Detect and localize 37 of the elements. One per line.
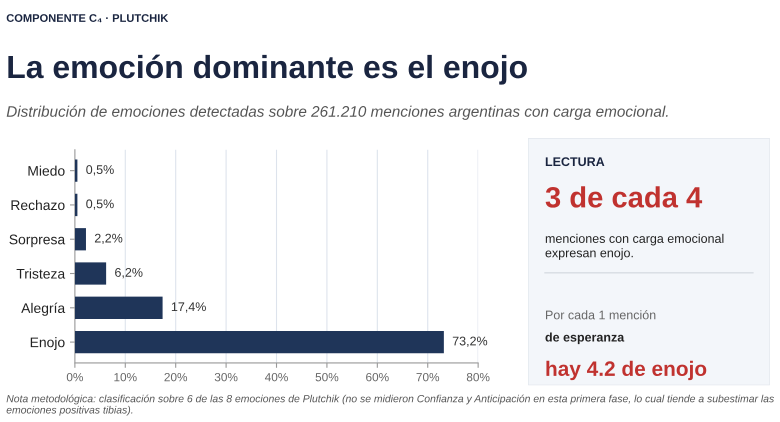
text: LECTURA xyxy=(546,157,604,166)
bar xyxy=(74,262,106,285)
text: 3 de cada 4 xyxy=(546,186,702,208)
bar xyxy=(74,159,78,182)
text: Por cada 1 mención xyxy=(546,310,656,320)
x-tick-label: 70% xyxy=(416,372,440,382)
data-label: 17,4% xyxy=(172,302,206,313)
chart-title: La emoción dominante es el enojo xyxy=(8,54,527,85)
y-tick-label: Alegría xyxy=(21,302,66,316)
data-label: 2,2% xyxy=(94,234,122,244)
chart-subtitle: Distribución de emociones detectadas sobre 261.210 menciones argentinas con carga emocional. xyxy=(6,105,668,120)
text: COMPONENTE C₄ · PLUTCHIK xyxy=(6,14,168,22)
bar xyxy=(74,228,86,250)
x-tick-label: 60% xyxy=(366,372,389,382)
y-tick-label: Rechazo xyxy=(11,200,65,210)
y-tick-label: Enojo xyxy=(30,337,65,350)
data-label: 0,5% xyxy=(86,199,114,210)
y-tick-label: Sorpresa xyxy=(9,234,66,248)
data-label: 0,5% xyxy=(86,165,114,176)
x-tick-label: 0% xyxy=(66,372,83,382)
data-label: 6,2% xyxy=(115,268,143,278)
text: menciones con carga emocional expresan enojo. xyxy=(546,234,724,260)
data-label: 73,2% xyxy=(452,336,488,347)
x-tick-label: 80% xyxy=(466,372,490,382)
x-tick-label: 10% xyxy=(114,372,137,382)
text: de esperanza xyxy=(546,332,624,344)
x-tick-label: 40% xyxy=(264,372,288,382)
x-tick-label: 20% xyxy=(164,372,188,382)
text: hay 4.2 de enojo xyxy=(546,360,706,380)
bar xyxy=(74,330,444,354)
x-tick-label: 50% xyxy=(316,372,338,382)
bar xyxy=(74,194,78,216)
bar xyxy=(74,296,163,319)
y-tick-label: Miedo xyxy=(28,166,65,176)
text: Nota metodológica: clasificación sobre 6 de las 8 emociones de Plutchik (no se midieron Confianza y Anticipación en esta primera fase, lo cual tiende a subestimar las emociones positivas tibias). xyxy=(6,394,774,416)
x-tick-label: 30% xyxy=(214,372,238,382)
y-tick-label: Tristeza xyxy=(16,268,66,279)
